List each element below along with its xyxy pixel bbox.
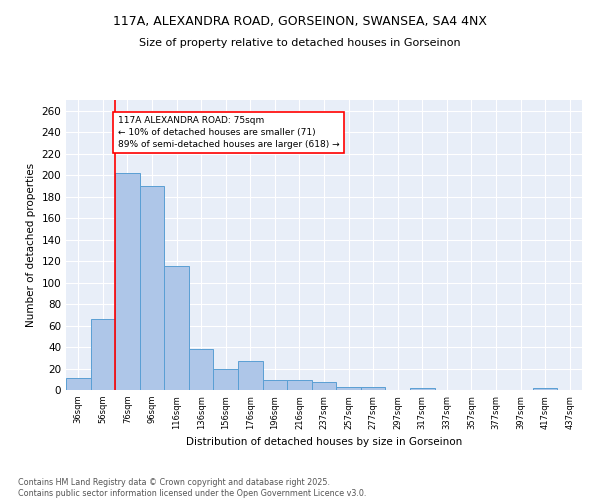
Bar [140, 186, 164, 390]
Bar [336, 387, 361, 390]
Text: Size of property relative to detached houses in Gorseinon: Size of property relative to detached ho… [139, 38, 461, 48]
Bar [263, 380, 287, 390]
Bar [410, 388, 434, 390]
Bar [91, 319, 115, 390]
Bar [533, 388, 557, 390]
Bar [66, 378, 91, 390]
Bar [189, 349, 214, 390]
X-axis label: Distribution of detached houses by size in Gorseinon: Distribution of detached houses by size … [186, 437, 462, 447]
Text: 117A ALEXANDRA ROAD: 75sqm
← 10% of detached houses are smaller (71)
89% of semi: 117A ALEXANDRA ROAD: 75sqm ← 10% of deta… [118, 116, 339, 148]
Text: 117A, ALEXANDRA ROAD, GORSEINON, SWANSEA, SA4 4NX: 117A, ALEXANDRA ROAD, GORSEINON, SWANSEA… [113, 15, 487, 28]
Bar [214, 368, 238, 390]
Bar [164, 266, 189, 390]
Bar [361, 387, 385, 390]
Bar [115, 173, 140, 390]
Y-axis label: Number of detached properties: Number of detached properties [26, 163, 36, 327]
Bar [312, 382, 336, 390]
Bar [287, 380, 312, 390]
Text: Contains HM Land Registry data © Crown copyright and database right 2025.
Contai: Contains HM Land Registry data © Crown c… [18, 478, 367, 498]
Bar [238, 361, 263, 390]
